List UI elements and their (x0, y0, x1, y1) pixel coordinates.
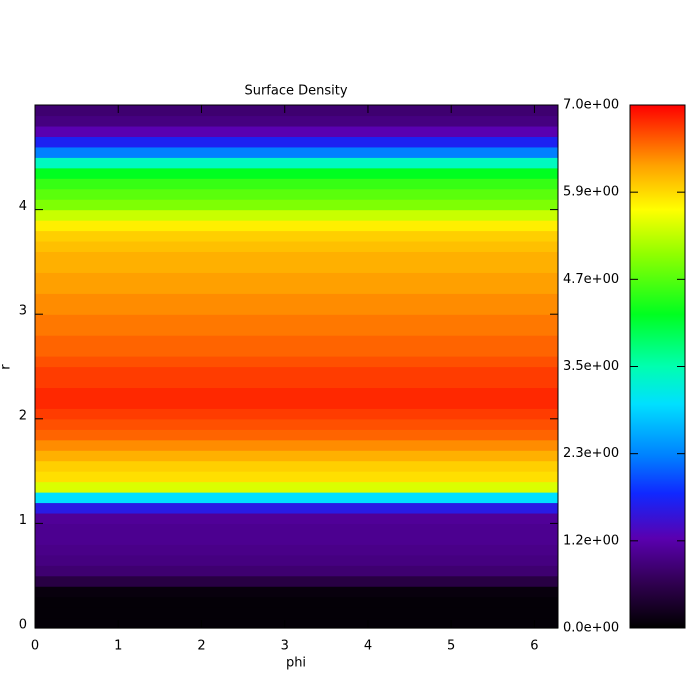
colorbar-tick-label: 2.3e+00 (563, 446, 619, 461)
colorbar-tick-label: 7.0e+00 (563, 98, 619, 113)
heat-band (35, 586, 558, 598)
heat-band (35, 178, 558, 190)
heat-band (35, 240, 558, 253)
y-tick-label: 1 (19, 513, 27, 528)
heat-band (35, 617, 558, 629)
heat-band (35, 575, 558, 587)
heat-band (35, 157, 558, 169)
heat-band (35, 450, 558, 462)
plot-frame (34, 104, 559, 629)
heat-band (35, 366, 558, 378)
heat-band (35, 272, 558, 284)
y-tick-label: 3 (19, 304, 27, 319)
heat-band (35, 481, 558, 493)
heat-band (35, 209, 558, 221)
heat-band (35, 125, 558, 137)
heat-band (35, 282, 558, 294)
heat-band (35, 533, 558, 545)
heat-band (35, 544, 558, 556)
heat-band (35, 397, 558, 409)
heat-band (35, 220, 558, 232)
x-tick-label: 6 (530, 639, 538, 654)
x-axis-label: phi (286, 656, 306, 671)
heat-band (35, 418, 558, 430)
heat-band (35, 502, 558, 514)
heat-band (35, 565, 558, 577)
heat-band (35, 345, 558, 357)
heat-band (35, 376, 558, 389)
colorbar-tick-label: 3.5e+00 (563, 359, 619, 374)
heat-band (35, 314, 558, 326)
x-tick-label: 3 (281, 639, 289, 654)
colorbar-tick-label: 4.7e+00 (563, 272, 619, 287)
heat-band (35, 188, 558, 200)
heat-band (35, 335, 558, 347)
heat-band (35, 261, 558, 273)
heat-band (35, 105, 558, 117)
y-tick-label: 4 (19, 199, 27, 214)
colorbar (629, 104, 686, 629)
heat-band (35, 146, 558, 158)
heat-band (35, 251, 558, 263)
heat-band (35, 607, 558, 619)
heat-band (35, 387, 558, 399)
heat-band (35, 199, 558, 211)
y-tick-label: 2 (19, 408, 27, 423)
x-tick-label: 4 (364, 639, 372, 654)
y-axis-label: r (0, 364, 14, 370)
heat-band (35, 167, 558, 179)
heat-band (35, 554, 558, 566)
heat-band (35, 408, 558, 420)
heat-band (35, 471, 558, 483)
heat-band (35, 293, 558, 305)
heat-band (35, 492, 558, 504)
heat-band (35, 596, 558, 608)
heat-band (35, 324, 558, 336)
x-tick-label: 5 (447, 639, 455, 654)
heat-band (35, 523, 558, 535)
heat-band (35, 136, 558, 148)
heat-band (35, 356, 558, 368)
heat-band (35, 115, 558, 127)
x-tick-label: 1 (114, 639, 122, 654)
colorbar-tick-label: 0.0e+00 (563, 621, 619, 636)
x-tick-label: 0 (31, 639, 39, 654)
heat-band (35, 512, 558, 524)
heat-band (35, 429, 558, 441)
x-tick-label: 2 (197, 639, 205, 654)
heat-band (35, 439, 558, 451)
colorbar-tick-label: 1.2e+00 (563, 533, 619, 548)
colorbar-tick-label: 5.9e+00 (563, 185, 619, 200)
heat-band (35, 460, 558, 472)
heat-band (35, 230, 558, 242)
heat-band (35, 303, 558, 315)
y-tick-label: 0 (19, 618, 27, 633)
chart-title: Surface Density (244, 84, 347, 99)
